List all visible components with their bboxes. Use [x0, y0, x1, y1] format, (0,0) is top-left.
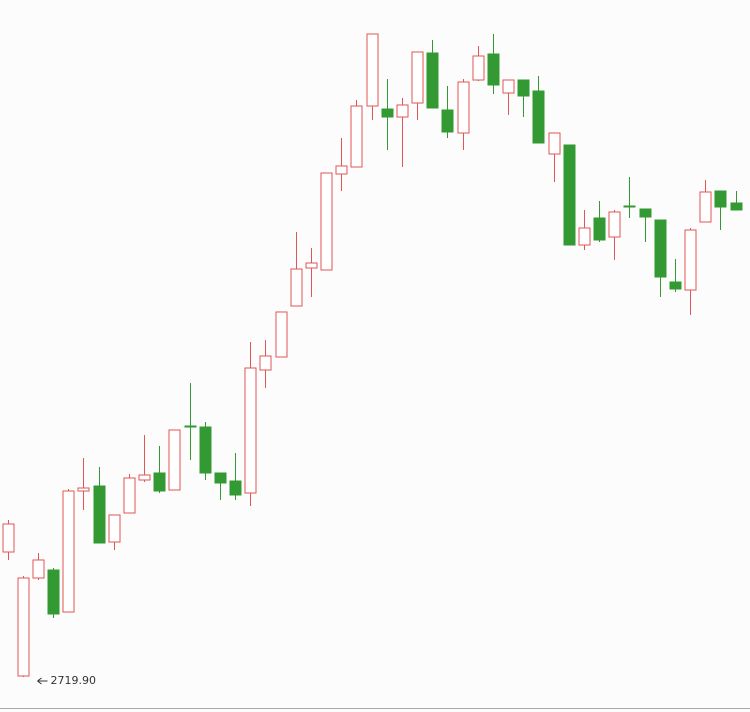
- candle-body: [2, 523, 15, 553]
- candle-body: [532, 90, 545, 144]
- low-arrow-head: [37, 677, 42, 685]
- candle-body: [639, 208, 652, 218]
- candle-body: [684, 229, 697, 291]
- candle-body: [47, 569, 60, 615]
- candle-body: [517, 79, 530, 97]
- candle-body: [563, 144, 576, 246]
- candle-body: [275, 311, 288, 358]
- candle-body: [472, 55, 485, 81]
- candle-body: [199, 426, 212, 474]
- candle-body: [654, 219, 667, 278]
- candle-body: [548, 132, 561, 155]
- candle-body: [411, 51, 424, 104]
- candle-body: [62, 490, 75, 613]
- candle-body: [593, 217, 606, 241]
- candle-body: [669, 281, 682, 290]
- candle-body: [244, 367, 257, 494]
- candle-body: [502, 79, 515, 94]
- candle-body: [320, 172, 333, 271]
- candle-body: [229, 480, 242, 496]
- low-label: 2719.90: [51, 674, 97, 687]
- candle-body: [396, 104, 409, 118]
- candle-body: [578, 227, 591, 246]
- candle-body: [77, 487, 90, 492]
- candle-body: [366, 33, 379, 107]
- candle-body: [487, 53, 500, 86]
- candle-body: [153, 472, 166, 492]
- candle-body: [123, 477, 136, 514]
- candle-body: [32, 559, 45, 579]
- candle-body: [608, 211, 621, 238]
- candle-body: [214, 472, 227, 484]
- candle-body: [699, 191, 712, 223]
- candle-body: [730, 202, 743, 211]
- candle-body: [381, 108, 394, 118]
- candle-body: [93, 485, 106, 544]
- candle-body: [168, 429, 181, 491]
- candle-body: [138, 474, 151, 481]
- candle-body: [184, 425, 197, 428]
- candle-body: [108, 514, 121, 543]
- candle-body: [426, 52, 439, 109]
- candle-body: [457, 81, 470, 134]
- candle-body: [259, 355, 272, 371]
- candle-body: [623, 205, 636, 208]
- candle-body: [305, 262, 318, 269]
- candle-body: [714, 190, 727, 208]
- candle-body: [350, 105, 363, 168]
- candle-body: [335, 165, 348, 175]
- candle-body: [441, 109, 454, 133]
- candle-body: [17, 577, 30, 677]
- candle-body: [290, 268, 303, 307]
